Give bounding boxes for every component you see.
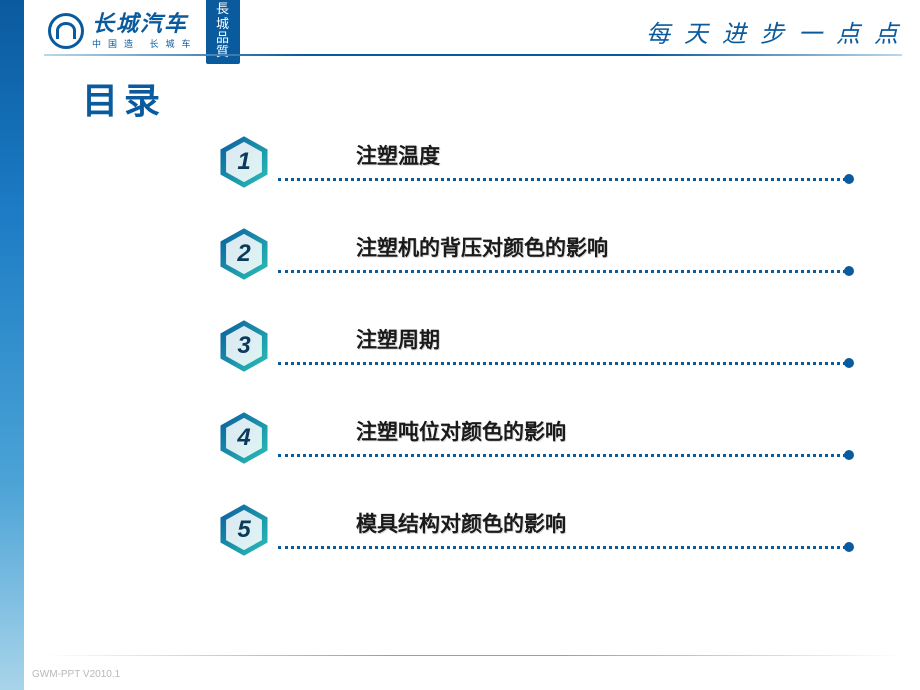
toc-item: 2 注塑机的背压对颜色的影响 bbox=[216, 226, 856, 298]
toc-label: 注塑机的背压对颜色的影响 bbox=[356, 232, 608, 262]
toc-label: 注塑吨位对颜色的影响 bbox=[356, 416, 566, 446]
brand-main: 长城汽车 bbox=[92, 13, 198, 35]
toc-dot-end-icon bbox=[844, 542, 854, 552]
footer-divider bbox=[44, 655, 902, 656]
toc-dotted-line bbox=[278, 362, 846, 365]
toc-label: 注塑温度 bbox=[356, 140, 440, 170]
toc-dot-end-icon bbox=[844, 358, 854, 368]
brand-text: 长城汽车 中国造 长城车 bbox=[92, 13, 198, 50]
toc-dotted-line bbox=[278, 270, 846, 273]
toc-dotted-line bbox=[278, 454, 846, 457]
brand-mark-icon bbox=[48, 13, 84, 49]
toc-number: 2 bbox=[216, 226, 272, 282]
toc-number: 4 bbox=[216, 410, 272, 466]
toc-item: 3 注塑周期 bbox=[216, 318, 856, 390]
toc-number: 5 bbox=[216, 502, 272, 558]
brand-sub: 中国造 长城车 bbox=[92, 37, 198, 50]
header-divider bbox=[44, 54, 902, 56]
header: 长城汽车 中国造 长城车 長城品質 每 天 进 步 一 点 点 bbox=[24, 0, 920, 56]
toc-item: 5 模具结构对颜色的影响 bbox=[216, 502, 856, 574]
footer-version: GWM-PPT V2010.1 bbox=[32, 669, 120, 680]
toc-dot-end-icon bbox=[844, 450, 854, 460]
toc-number: 1 bbox=[216, 134, 272, 190]
toc-list: 1 注塑温度 2 注塑机的背压对颜色的影响 bbox=[216, 134, 856, 594]
toc-label: 注塑周期 bbox=[356, 324, 440, 354]
toc-dotted-line bbox=[278, 178, 846, 181]
toc-number: 3 bbox=[216, 318, 272, 374]
slogan: 每 天 进 步 一 点 点 bbox=[646, 14, 902, 49]
left-stripe bbox=[0, 0, 24, 690]
toc-label: 模具结构对颜色的影响 bbox=[356, 508, 566, 538]
toc-dot-end-icon bbox=[844, 266, 854, 276]
page-title: 目录 bbox=[82, 72, 166, 124]
toc-item: 4 注塑吨位对颜色的影响 bbox=[216, 410, 856, 482]
toc-item: 1 注塑温度 bbox=[216, 134, 856, 206]
toc-dotted-line bbox=[278, 546, 846, 549]
toc-dot-end-icon bbox=[844, 174, 854, 184]
